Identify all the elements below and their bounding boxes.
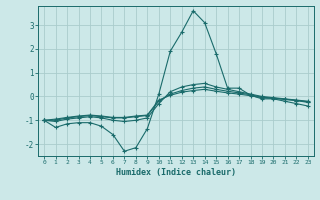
X-axis label: Humidex (Indice chaleur): Humidex (Indice chaleur) bbox=[116, 168, 236, 177]
